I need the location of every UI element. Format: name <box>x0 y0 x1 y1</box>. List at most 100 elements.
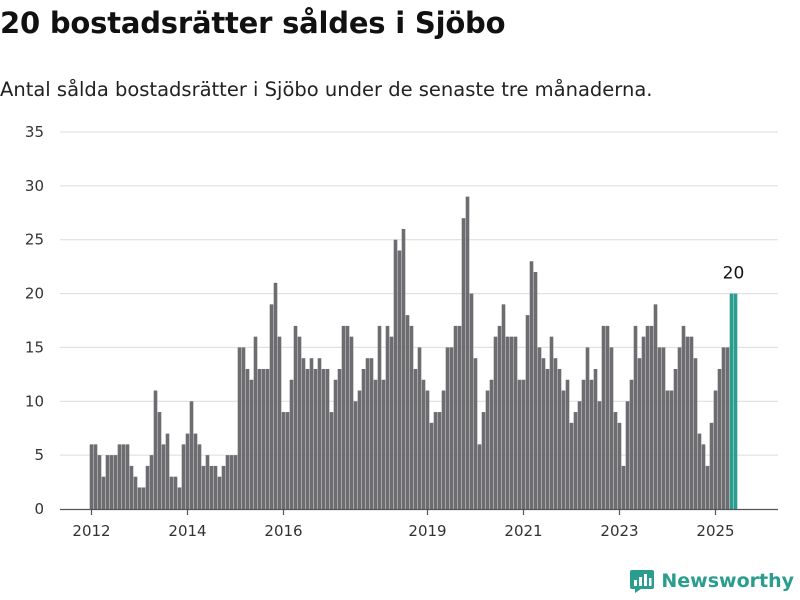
bar <box>345 325 350 509</box>
bar <box>205 455 210 509</box>
bar <box>245 368 250 509</box>
y-tick-label: 20 <box>25 285 44 303</box>
bar <box>461 218 466 509</box>
bar <box>289 379 294 509</box>
bar <box>705 465 710 509</box>
x-tick-label: 2012 <box>72 522 110 540</box>
bar <box>473 358 478 509</box>
bar <box>629 379 634 509</box>
y-tick-label: 25 <box>25 231 44 249</box>
bar <box>193 433 198 509</box>
bar <box>517 379 522 509</box>
bar <box>585 347 590 509</box>
bar <box>157 412 162 509</box>
bar <box>229 455 234 509</box>
bar <box>377 325 382 509</box>
bar <box>309 358 314 509</box>
bar <box>581 379 586 509</box>
bar <box>113 455 118 509</box>
bar <box>729 293 734 509</box>
bar <box>713 390 718 509</box>
bar <box>261 368 266 509</box>
bar <box>273 282 278 509</box>
bar <box>549 336 554 509</box>
bar <box>641 336 646 509</box>
bar <box>573 412 578 509</box>
bar <box>133 476 138 509</box>
bar <box>653 304 658 509</box>
bar <box>297 336 302 509</box>
bar <box>485 390 490 509</box>
bar <box>397 250 402 509</box>
bar <box>493 336 498 509</box>
bar <box>337 368 342 509</box>
bar <box>717 368 722 509</box>
bar <box>317 358 322 509</box>
bar <box>321 368 326 509</box>
bar <box>465 196 470 509</box>
bar <box>557 368 562 509</box>
brand-name: Newsworthy <box>661 570 794 592</box>
bar <box>681 325 686 509</box>
bar <box>709 422 714 509</box>
bar <box>209 465 214 509</box>
bar <box>625 401 630 509</box>
bar <box>201 465 206 509</box>
bar <box>249 379 254 509</box>
bar <box>445 347 450 509</box>
bar <box>593 368 598 509</box>
bar <box>381 379 386 509</box>
bar <box>257 368 262 509</box>
bar <box>105 455 110 509</box>
bar <box>721 347 726 509</box>
bar <box>161 444 166 509</box>
bar <box>489 379 494 509</box>
bar <box>101 476 106 509</box>
y-tick-label: 5 <box>34 446 44 464</box>
bar <box>513 336 518 509</box>
bar <box>233 455 238 509</box>
bar <box>449 347 454 509</box>
y-tick-label: 0 <box>34 500 44 518</box>
bar <box>329 412 334 509</box>
x-tick-label: 2025 <box>696 522 734 540</box>
bar <box>453 325 458 509</box>
bar <box>497 325 502 509</box>
bar <box>129 465 134 509</box>
bar <box>305 368 310 509</box>
x-tick-label: 2021 <box>504 522 542 540</box>
bar <box>417 347 422 509</box>
bar <box>177 487 182 509</box>
x-tick-label: 2016 <box>264 522 302 540</box>
y-tick-label: 35 <box>25 123 44 141</box>
y-tick-label: 10 <box>25 392 44 410</box>
bar <box>501 304 506 509</box>
x-axis: 2012 2014 2016 2019 2021 2023 2025 <box>60 508 778 540</box>
bar <box>265 368 270 509</box>
bar <box>589 379 594 509</box>
bar <box>577 401 582 509</box>
bar <box>169 476 174 509</box>
bar <box>93 444 98 509</box>
bar <box>237 347 242 509</box>
bar <box>537 347 542 509</box>
bar <box>505 336 510 509</box>
bar <box>117 444 122 509</box>
newsworthy-logo[interactable]: Newsworthy <box>629 568 794 594</box>
y-tick-label: 30 <box>25 177 44 195</box>
bar <box>153 390 158 509</box>
bar <box>333 379 338 509</box>
y-axis: 0 5 10 15 20 25 30 35 <box>25 123 44 518</box>
bar <box>221 465 226 509</box>
bar <box>609 347 614 509</box>
bar <box>313 368 318 509</box>
bar <box>429 422 434 509</box>
bar <box>433 412 438 509</box>
bar <box>565 379 570 509</box>
bar <box>293 325 298 509</box>
bar <box>469 293 474 509</box>
bar <box>553 358 558 509</box>
bar <box>189 401 194 509</box>
bar <box>457 325 462 509</box>
bar <box>733 293 738 509</box>
